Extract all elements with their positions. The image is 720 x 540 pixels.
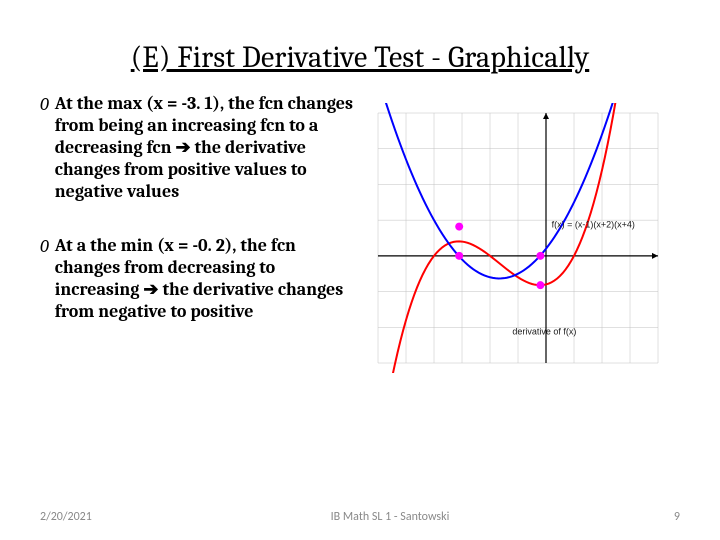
bullet-item: 0 At the max (x = -3. 1), the fcn change… xyxy=(40,93,360,203)
critical-point-marker xyxy=(536,252,544,260)
bullet-text: At the max (x = -3. 1), the fcn changes … xyxy=(55,93,360,203)
bullet-marker: 0 xyxy=(40,235,49,258)
slide-footer: 2/20/2021 IB Math SL 1 - Santowski 9 xyxy=(0,510,720,524)
critical-point-marker xyxy=(455,223,463,231)
derivative-chart: f(x) = (x-1)(x+2)(x+4) derivative of f(x) xyxy=(368,103,668,373)
bullets-column: 0 At the max (x = -3. 1), the fcn change… xyxy=(40,93,360,373)
bullet-marker: 0 xyxy=(40,93,49,116)
bullet-text: At a the min (x = -0. 2), the fcn change… xyxy=(55,235,360,323)
footer-date: 2/20/2021 xyxy=(40,510,160,524)
fcn-label: f(x) = (x-1)(x+2)(x+4) xyxy=(552,219,635,229)
slide-title: (E) First Derivative Test - Graphically xyxy=(40,40,680,75)
critical-point-marker xyxy=(536,281,544,289)
content-area: 0 At the max (x = -3. 1), the fcn change… xyxy=(40,93,680,373)
derivative-label: derivative of f(x) xyxy=(512,326,576,336)
footer-center: IB Math SL 1 - Santowski xyxy=(160,510,620,524)
footer-page: 9 xyxy=(620,510,680,524)
critical-point-marker xyxy=(455,252,463,260)
bullet-item: 0 At a the min (x = -0. 2), the fcn chan… xyxy=(40,235,360,323)
chart-column: f(x) = (x-1)(x+2)(x+4) derivative of f(x) xyxy=(368,93,680,373)
